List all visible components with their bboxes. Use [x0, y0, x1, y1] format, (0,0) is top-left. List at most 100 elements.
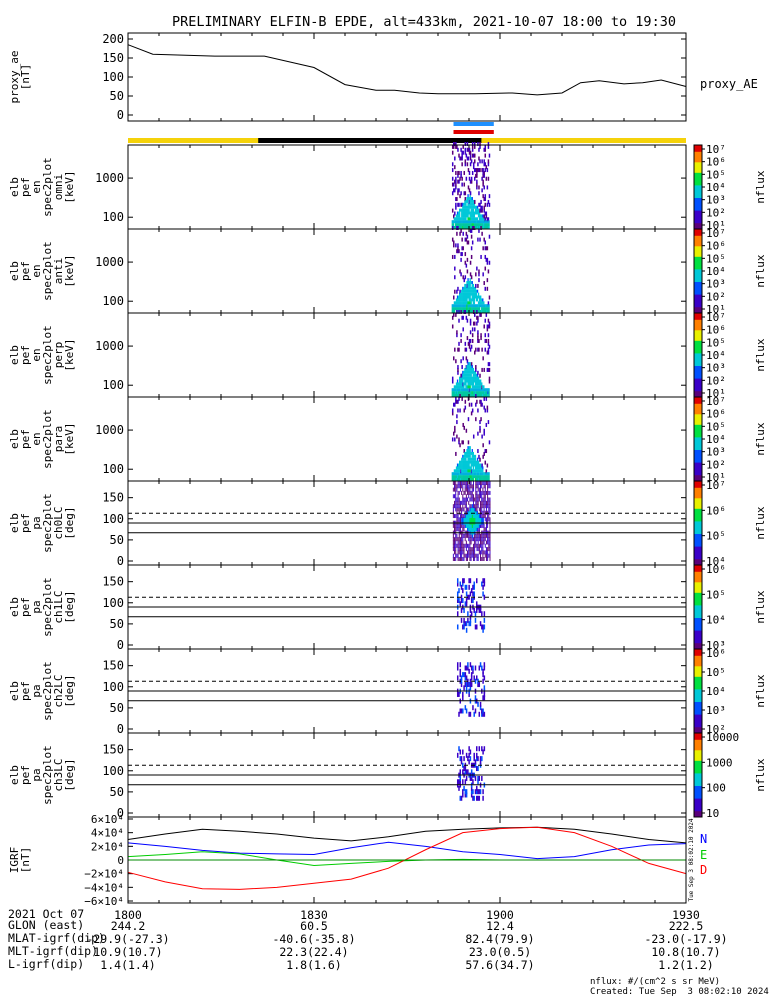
spec-cell — [480, 514, 482, 519]
spec-cell — [470, 517, 473, 522]
spec-cell — [459, 550, 461, 555]
spec-cell — [469, 289, 471, 293]
spec-cell — [481, 307, 483, 311]
spec-cell — [464, 295, 466, 299]
spec-cell — [469, 517, 471, 522]
spec-cell — [457, 304, 460, 308]
spec-cell — [461, 376, 463, 380]
spec-cell — [472, 504, 474, 509]
colorbar-swatch — [694, 151, 702, 154]
colorbar-swatch — [694, 413, 702, 417]
spec-cell — [452, 553, 454, 558]
spec-cell — [487, 159, 490, 164]
spec-cell — [463, 514, 465, 519]
colorbar-swatch — [694, 642, 702, 646]
colorbar-swatch — [694, 548, 702, 551]
spec-cell — [461, 469, 463, 473]
spec-cell — [467, 214, 469, 218]
colorbar-swatch — [694, 682, 702, 686]
spec-cell — [458, 301, 461, 305]
colorbar-swatch — [694, 233, 702, 236]
spec-cell — [468, 527, 470, 532]
spec-cell — [462, 472, 464, 476]
colorbar-swatch — [694, 798, 702, 801]
spec-cell — [451, 394, 453, 397]
spec-cell — [462, 373, 464, 377]
colorbar-tick-label: 10⁴ — [706, 555, 726, 568]
colorbar-swatch — [694, 592, 702, 595]
spec-cell — [464, 672, 467, 678]
spec-cell — [481, 611, 483, 617]
colorbar-swatch — [694, 649, 702, 652]
spec-cell — [473, 304, 476, 308]
colorbar-swatch — [694, 701, 702, 705]
spec-cell — [463, 211, 465, 215]
footer-value: 222.5 — [669, 919, 704, 933]
spec-cell — [474, 497, 476, 502]
spec-cell — [484, 533, 486, 538]
spec-cell — [474, 199, 476, 204]
spec-cell — [488, 391, 490, 395]
spec-cell — [459, 557, 461, 561]
spec-cell — [462, 547, 464, 552]
spec-cell — [484, 246, 487, 251]
spec-cell — [475, 402, 477, 407]
spec-cell — [457, 347, 459, 352]
y-tick-label: 100 — [102, 512, 124, 526]
spec-cell — [481, 708, 483, 714]
spec-cell — [476, 208, 479, 212]
spec-cell — [454, 266, 456, 271]
spec-cell — [488, 497, 490, 502]
spec-cell — [477, 162, 479, 167]
spec-cell — [471, 553, 473, 558]
colorbar-swatch — [694, 264, 702, 268]
spec-cell — [462, 588, 464, 594]
colorbar-swatch — [694, 733, 702, 736]
spec-cell — [472, 310, 475, 314]
colorbar-swatch — [694, 193, 702, 196]
spec-cell — [477, 431, 479, 436]
spec-cell — [453, 472, 456, 476]
spec-cell — [464, 472, 466, 476]
spec-cell — [482, 517, 484, 522]
spec-cell — [476, 266, 478, 271]
spec-cell — [470, 547, 472, 552]
spec-cell — [457, 523, 459, 528]
spec-cell — [455, 537, 457, 542]
spec-cell — [466, 156, 469, 161]
spec-cell — [478, 507, 480, 512]
spec-cell — [476, 168, 478, 173]
spec-cell — [465, 789, 468, 795]
panel-frame-en_para — [127, 396, 687, 482]
spec-cell — [488, 379, 491, 384]
spec-cell — [474, 382, 477, 386]
spec-cell — [473, 756, 475, 762]
spec-cell — [458, 500, 460, 505]
colorbar-tick-label: 10⁵ — [706, 336, 726, 349]
spec-cell — [463, 182, 466, 187]
spec-cell — [464, 205, 466, 209]
spec-cell — [466, 318, 469, 323]
spec-cell — [480, 472, 482, 476]
spec-cell — [464, 682, 467, 688]
spec-cell — [473, 675, 475, 681]
spec-cell — [473, 475, 476, 479]
colorbar-swatch — [694, 535, 702, 539]
spec-cell — [453, 217, 456, 221]
spec-cell — [478, 481, 480, 485]
spec-cell — [481, 746, 483, 752]
spec-cell — [470, 481, 472, 485]
spec-cell — [467, 557, 469, 561]
spec-cell — [483, 391, 485, 395]
colorbar-swatch — [694, 205, 702, 209]
spec-cell — [472, 301, 475, 305]
spec-cell — [456, 675, 459, 681]
spec-cell — [467, 665, 469, 671]
spec-cell — [458, 785, 460, 791]
spec-cell — [485, 338, 488, 343]
spec-cell — [472, 208, 475, 212]
spec-cell — [455, 451, 457, 456]
spec-cell — [460, 292, 462, 296]
